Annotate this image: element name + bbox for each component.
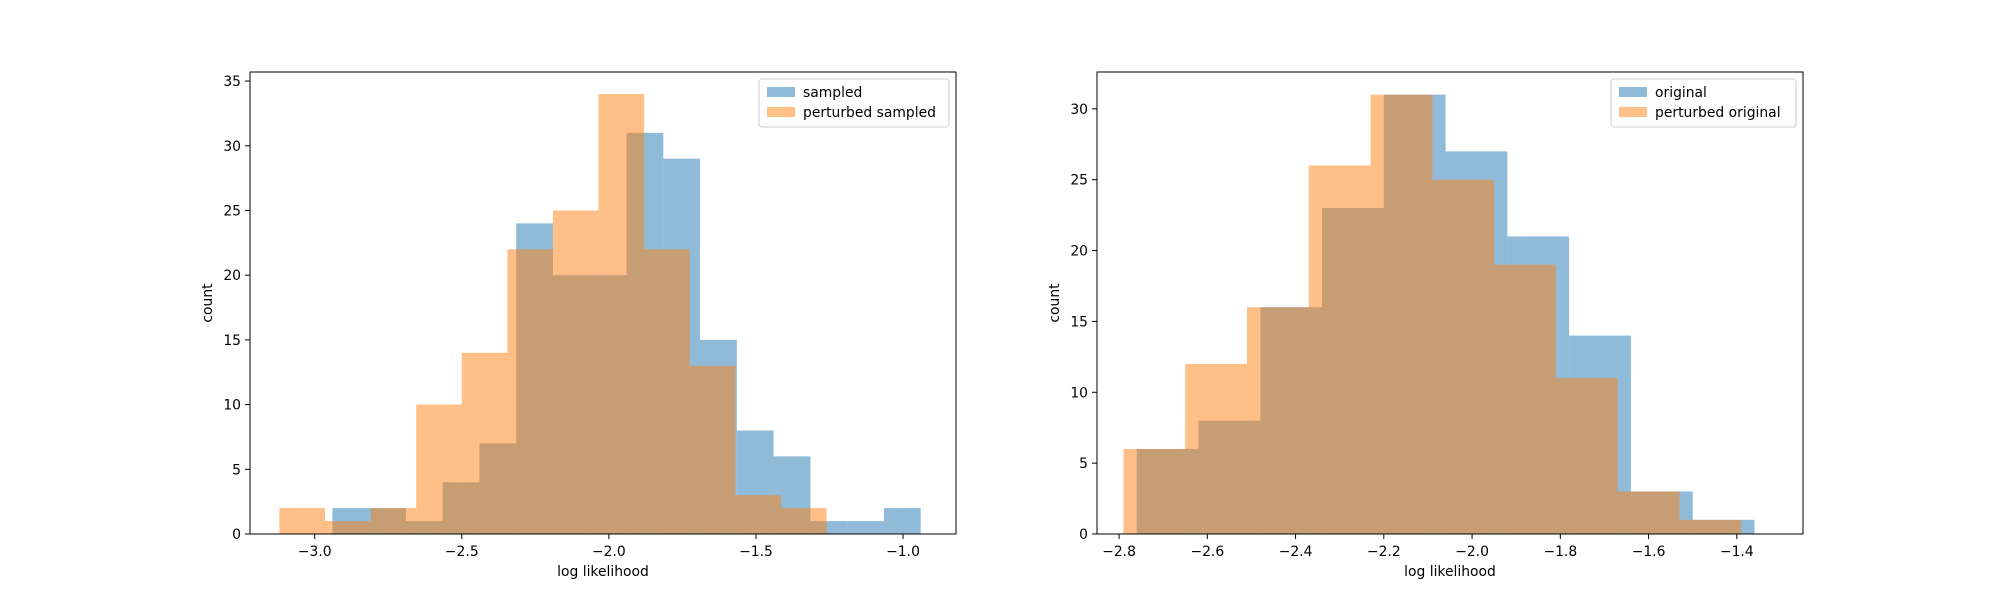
bar-perturbed-original-2 [1247, 307, 1309, 534]
y-tick-label: 0 [1079, 527, 1088, 543]
legend-swatch-1 [1619, 107, 1647, 117]
y-tick-label: 10 [223, 398, 241, 414]
bar-perturbed-sampled-8 [644, 249, 690, 534]
x-tick-label: −2.8 [1102, 544, 1136, 560]
x-tick-label: −1.5 [739, 544, 773, 560]
y-tick-label: 0 [232, 527, 241, 543]
y-axis-title: count [200, 283, 216, 323]
bar-perturbed-sampled-0 [279, 508, 326, 534]
bar-perturbed-sampled-9 [689, 365, 736, 534]
x-axis-title: log likelihood [1404, 564, 1496, 580]
bar-perturbed-sampled-1 [325, 521, 371, 534]
bar-perturbed-original-6 [1494, 264, 1556, 534]
bar-perturbed-original-9 [1679, 519, 1742, 534]
legend-swatch-0 [767, 87, 795, 97]
bar-perturbed-original-4 [1370, 94, 1433, 535]
x-tick-label: −2.5 [445, 544, 479, 560]
x-tick-label: −3.0 [298, 544, 332, 560]
x-tick-label: −2.2 [1367, 544, 1401, 560]
x-tick-label: −2.6 [1190, 544, 1224, 560]
x-tick-label: −2.0 [592, 544, 626, 560]
legend-box [1610, 78, 1797, 128]
y-tick-label: 15 [1070, 314, 1088, 330]
histogram-chart-original: −2.8 −2.6 −2.4 −2.2 −2.0 −1.8 −1.6 −1.4 0 5 10 15 20… [1047, 71, 1804, 580]
legend-swatch-0 [1619, 87, 1647, 97]
y-tick-label: 5 [1079, 456, 1088, 472]
y-tick-label: 10 [1070, 385, 1088, 401]
y-tick-label: 20 [223, 268, 241, 284]
bar-perturbed-sampled-7 [598, 94, 645, 534]
legend-label-0: original [1655, 85, 1707, 101]
bar-perturbed-sampled-4 [461, 352, 508, 534]
x-axis-title: log likelihood [557, 564, 649, 580]
bar-perturbed-original-1 [1185, 363, 1248, 534]
bar-sampled-15 [883, 508, 921, 534]
bar-perturbed-sampled-6 [552, 210, 599, 534]
x-tick-label: −1.4 [1720, 544, 1754, 560]
bar-perturbed-sampled-2 [370, 508, 417, 534]
legend-label-1: perturbed original [1655, 105, 1781, 121]
bar-perturbed-original-8 [1617, 491, 1680, 534]
legend-box [758, 78, 950, 128]
histogram-chart-sampled: −3.0 −2.5 −2.0 −1.5 −1.0 0 5 10 15 20 25 30 35 log li… [200, 71, 957, 580]
y-tick-label: 30 [1070, 102, 1088, 118]
bar-perturbed-original-5 [1432, 179, 1495, 535]
legend-label-1: perturbed sampled [803, 105, 936, 121]
axes-frame [1096, 71, 1804, 535]
y-axis-title: count [1047, 283, 1063, 323]
y-tick-label: 15 [223, 333, 241, 349]
y-tick-label: 20 [1070, 244, 1088, 260]
bar-perturbed-sampled-5 [507, 249, 553, 534]
axes-frame [249, 71, 957, 535]
y-tick-label: 25 [223, 203, 241, 219]
y-tick-label: 25 [1070, 173, 1088, 189]
bar-sampled-14 [847, 521, 884, 534]
bar-perturbed-original-0 [1123, 448, 1186, 534]
x-tick-label: −1.6 [1632, 544, 1666, 560]
bar-perturbed-sampled-3 [416, 404, 462, 534]
legend-swatch-1 [767, 107, 795, 117]
bar-perturbed-sampled-10 [735, 495, 781, 534]
x-tick-label: −1.8 [1543, 544, 1577, 560]
bar-perturbed-original-7 [1555, 378, 1618, 534]
y-tick-label: 30 [223, 139, 241, 155]
x-tick-label: −1.0 [886, 544, 920, 560]
x-tick-label: −2.4 [1279, 544, 1313, 560]
x-tick-label: −2.0 [1455, 544, 1489, 560]
bar-perturbed-original-3 [1308, 165, 1371, 534]
y-tick-label: 35 [223, 74, 241, 90]
legend-label-0: sampled [803, 85, 862, 101]
bar-perturbed-sampled-11 [780, 508, 827, 534]
y-tick-label: 5 [232, 462, 241, 478]
